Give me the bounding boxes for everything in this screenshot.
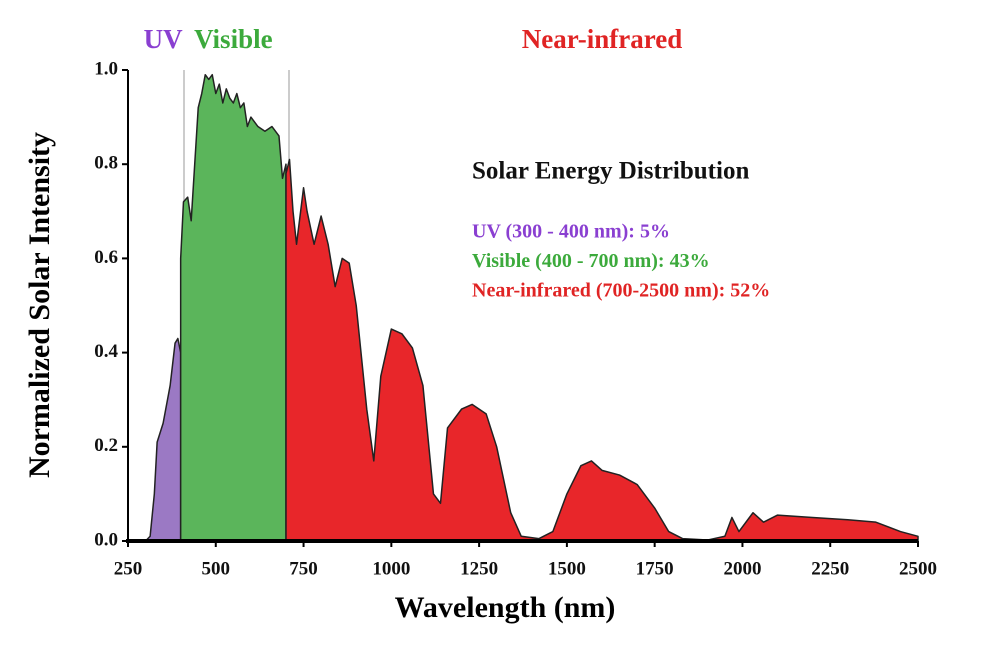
legend-label: UV xyxy=(144,24,183,54)
area xyxy=(144,337,182,542)
x-tick-label: 1250 xyxy=(460,558,498,579)
area xyxy=(285,158,919,542)
area xyxy=(179,73,287,542)
x-tick-label: 2250 xyxy=(811,558,849,579)
legend-label: Visible xyxy=(194,24,273,54)
x-axis-title: Wavelength (nm) xyxy=(395,591,616,624)
annotation: Near-infrared (700-2500 nm): 52% xyxy=(472,280,770,302)
x-tick-label: 1000 xyxy=(372,558,410,579)
y-tick-label: 0.2 xyxy=(94,435,118,456)
y-tick-label: 0.6 xyxy=(94,247,118,268)
y-tick-label: 0.0 xyxy=(94,529,118,550)
x-tick-label: 2000 xyxy=(723,558,761,579)
x-tick-label: 250 xyxy=(114,558,143,579)
x-tick-label: 1500 xyxy=(548,558,586,579)
x-tick-label: 750 xyxy=(289,558,318,579)
annotation: Visible (400 - 700 nm): 43% xyxy=(472,250,710,272)
legend-label: Near-infrared xyxy=(522,24,682,54)
x-tick-label: 500 xyxy=(202,558,231,579)
y-axis-title: Normalized Solar Intensity xyxy=(23,132,56,478)
y-tick-label: 0.4 xyxy=(94,341,118,362)
annotation-title: Solar Energy Distribution xyxy=(472,158,749,185)
x-tick-label: 2500 xyxy=(899,558,937,579)
y-tick-label: 1.0 xyxy=(94,58,118,79)
annotation: UV (300 - 400 nm): 5% xyxy=(472,221,670,243)
y-tick-label: 0.8 xyxy=(94,153,118,174)
x-tick-label: 1750 xyxy=(636,558,674,579)
